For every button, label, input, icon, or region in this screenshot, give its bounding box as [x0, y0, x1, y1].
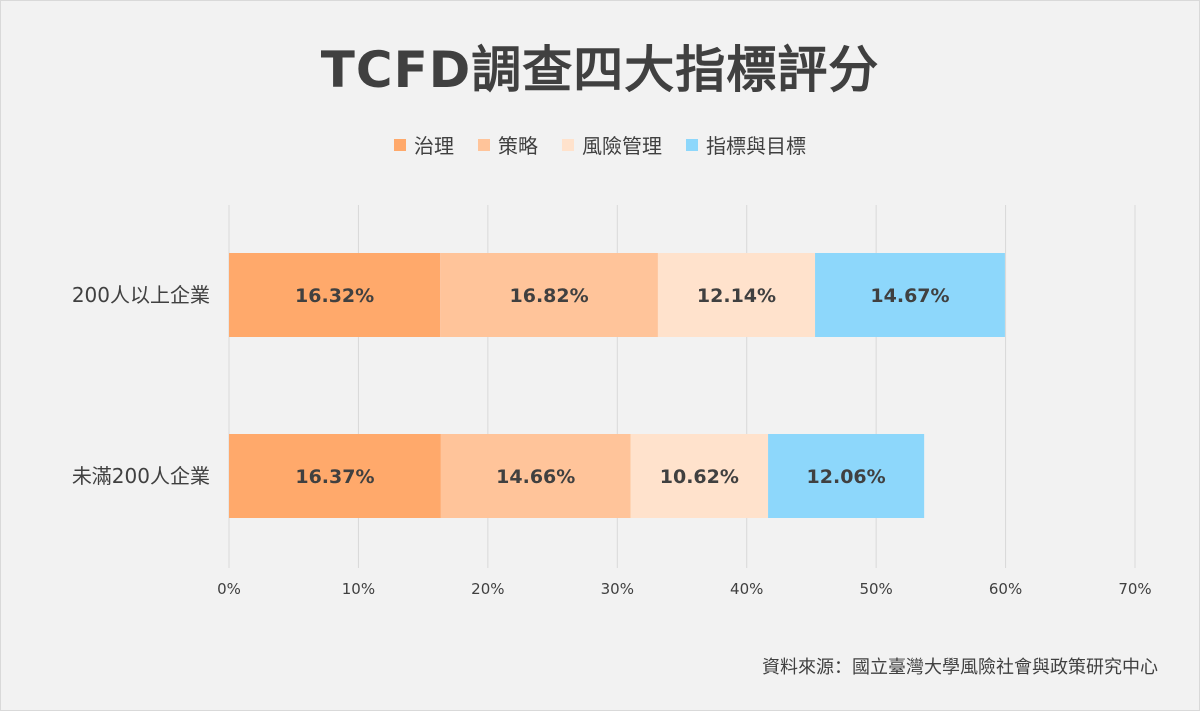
- legend-swatch-strategy: [478, 138, 490, 151]
- legend-item-governance: 治理: [394, 130, 454, 159]
- legend-item-strategy: 策略: [478, 130, 538, 159]
- category-label-1: 未滿200人企業: [72, 464, 210, 488]
- x-tick-label-6: 60%: [989, 580, 1022, 598]
- data-label-1-0: 16.37%: [295, 466, 374, 488]
- data-label-0-0: 16.32%: [295, 285, 374, 307]
- legend-swatch-metrics-targets: [686, 138, 698, 151]
- category-label-0: 200人以上企業: [72, 283, 210, 307]
- bar-1-0: [229, 434, 441, 518]
- legend-swatch-governance: [394, 138, 406, 151]
- legend-item-metrics-targets: 指標與目標: [686, 130, 806, 159]
- bar-0-3: [815, 253, 1005, 337]
- legend-item-risk-management: 風險管理: [562, 130, 662, 159]
- legend-label-governance: 治理: [414, 134, 454, 158]
- x-tick-label-1: 10%: [342, 580, 375, 598]
- bar-0-2: [657, 253, 816, 337]
- data-label-0-2: 12.14%: [697, 285, 776, 307]
- bar-1-3: [768, 434, 925, 518]
- x-tick-label-0: 0%: [217, 580, 241, 598]
- bar-0-0: [229, 253, 441, 337]
- x-tick-label-5: 50%: [859, 580, 892, 598]
- legend-label-metrics-targets: 指標與目標: [706, 134, 806, 158]
- bar-1-1: [440, 434, 631, 518]
- x-tick-label-4: 40%: [730, 580, 763, 598]
- data-label-1-2: 10.62%: [660, 466, 739, 488]
- data-label-0-1: 16.82%: [510, 285, 589, 307]
- data-label-1-3: 12.06%: [807, 466, 886, 488]
- data-label-0-3: 14.67%: [870, 285, 949, 307]
- legend-label-strategy: 策略: [498, 134, 538, 158]
- x-tick-label-3: 30%: [601, 580, 634, 598]
- chart-legend: 治理 策略 風險管理 指標與目標: [0, 130, 1200, 159]
- x-tick-label-7: 70%: [1118, 580, 1151, 598]
- bar-0-1: [440, 253, 658, 337]
- chart-title: TCFD調查四大指標評分: [320, 41, 880, 99]
- data-label-1-1: 14.66%: [496, 466, 575, 488]
- legend-label-risk-management: 風險管理: [582, 134, 662, 158]
- x-tick-label-2: 20%: [471, 580, 504, 598]
- source-note: 資料來源：國立臺灣大學風險社會與政策研究中心: [762, 657, 1158, 678]
- legend-swatch-risk-management: [562, 138, 574, 151]
- bar-1-2: [630, 434, 769, 518]
